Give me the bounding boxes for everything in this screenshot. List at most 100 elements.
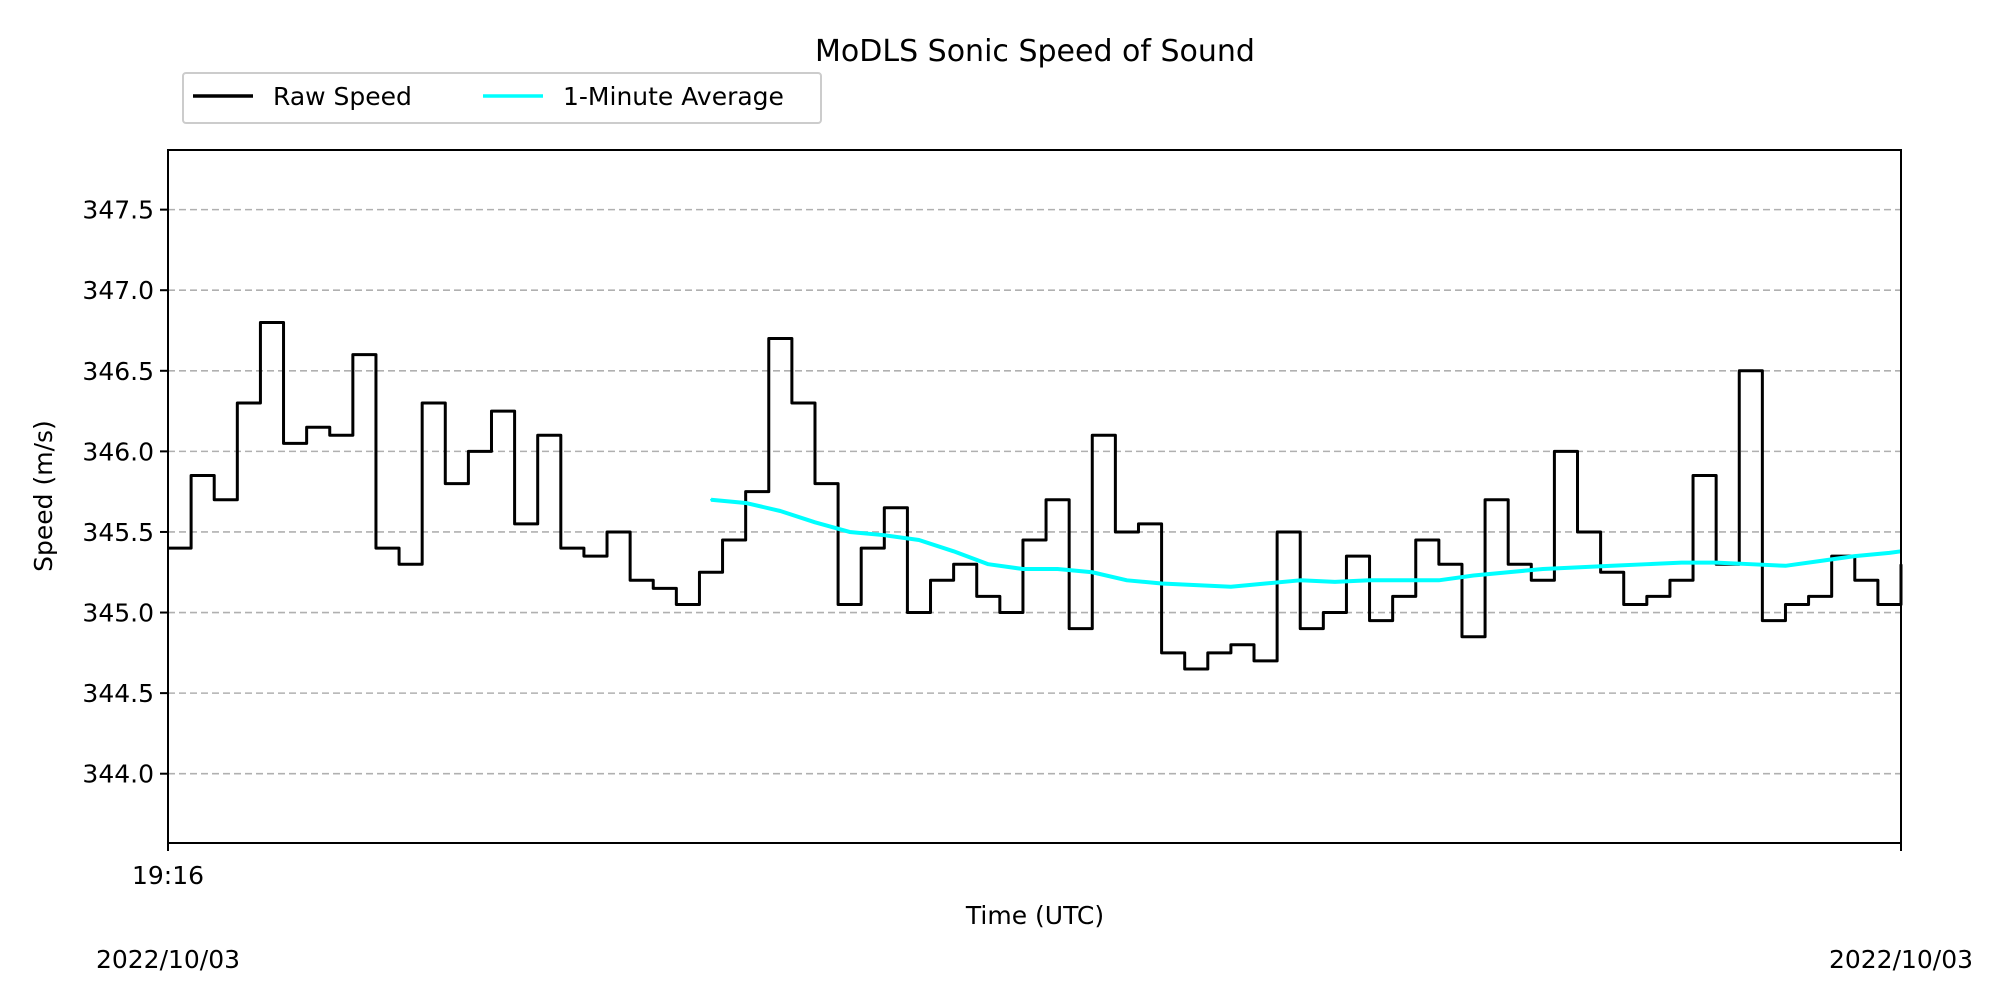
x-tick-label: 19:16 [132,861,204,890]
raw-speed-point [1253,659,1256,662]
average-point [710,498,713,501]
y-gridlines [168,208,1901,775]
raw-speed-line [168,320,1903,671]
raw-speed-point [1368,619,1371,622]
y-tick-label: 347.0 [82,276,154,305]
raw-speed-point [444,482,447,485]
legend-label-raw: Raw Speed [273,82,412,111]
raw-speed-point [652,587,655,590]
average-point [779,510,782,513]
raw-speed-point [1668,579,1671,582]
raw-speed-point [1299,627,1302,630]
y-tick-label: 346.0 [82,437,154,466]
raw-speed-point [675,603,678,606]
average-point [1195,584,1198,587]
average-point [1715,561,1718,564]
legend: Raw Speed 1-Minute Average [182,72,822,124]
raw-speed-point [351,353,354,356]
average-line [710,497,1902,589]
y-tick-label: 345.5 [82,518,154,547]
raw-speed-point [1091,434,1094,437]
raw-speed-point [582,555,585,558]
average-point [1645,563,1648,566]
average-point [1091,571,1094,574]
raw-speed-point [213,498,216,501]
average-series [710,497,1902,589]
raw-speed-point [1137,522,1140,525]
raw-speed-point [606,530,609,533]
y-axis: 344.0 344.5 345.0 345.5 346.0 346.5 347.0 347.5 [82,196,168,789]
average-point [1125,579,1128,582]
raw-speed-point [1391,595,1394,598]
raw-speed-point [1853,579,1856,582]
raw-speed-point [236,402,239,405]
y-tick-label: 344.0 [82,760,154,789]
y-tick-label: 346.5 [82,357,154,386]
average-point [1437,579,1440,582]
raw-speed-point [398,563,401,566]
x-axis-label: Time (UTC) [965,901,1104,930]
raw-speed-point [282,442,285,445]
average-point [1749,563,1752,566]
raw-speed-point [1830,555,1833,558]
raw-speed-point [559,547,562,550]
raw-speed-point [259,321,262,324]
average-point [1611,564,1614,567]
raw-speed-point [421,402,424,405]
raw-speed-point [1460,635,1463,638]
raw-speed-point [467,450,470,453]
legend-frame [182,72,822,124]
raw-speed-point [1784,603,1787,606]
raw-speed-point [1599,571,1602,574]
raw-speed-point [1068,627,1071,630]
average-point [1299,579,1302,582]
average-point [883,534,886,537]
raw-speed-point [305,426,308,429]
average-point [1403,579,1406,582]
y-tick-label: 344.5 [82,679,154,708]
average-point [1368,579,1371,582]
average-point [1056,568,1059,571]
raw-speed-point [1553,450,1556,453]
average-point [1229,585,1232,588]
y-tick-label: 345.0 [82,599,154,628]
average-point [1333,580,1336,583]
y-tick-label: 347.5 [82,196,154,225]
raw-speed-point [1229,643,1232,646]
raw-speed-point [1738,369,1741,372]
raw-speed-point [1414,539,1417,542]
raw-speed-point [1114,530,1117,533]
raw-speed-point [1761,619,1764,622]
average-point [1472,574,1475,577]
raw-speed-point [1322,611,1325,614]
average-point [1784,564,1787,567]
raw-speed-point [1045,498,1048,501]
raw-speed-point [952,563,955,566]
average-point [1853,555,1856,558]
raw-speed-point [721,539,724,542]
average-point [1264,582,1267,585]
raw-speed-point [1276,530,1279,533]
average-point [1680,561,1683,564]
raw-speed-point [767,337,770,340]
average-point [1541,568,1544,571]
raw-speed-point [490,410,493,413]
average-point [848,530,851,533]
average-point [1507,571,1510,574]
raw-speed-point [629,579,632,582]
raw-speed-point [1645,595,1648,598]
average-point [813,521,816,524]
average-point [1819,559,1822,562]
average-point [744,501,747,504]
date-label-left: 2022/10/03 [96,945,240,974]
raw-speed-point [1692,474,1695,477]
raw-speed-point [975,595,978,598]
raw-speed-point [1021,539,1024,542]
raw-speed-point [1183,667,1186,670]
x-axis: 19:16 Time (UTC) 2022/10/03 2022/10/03 [96,843,1973,974]
raw-speed-point [536,434,539,437]
average-point [952,550,955,553]
average-point [987,563,990,566]
raw-speed-point [1530,579,1533,582]
raw-speed-point [860,547,863,550]
